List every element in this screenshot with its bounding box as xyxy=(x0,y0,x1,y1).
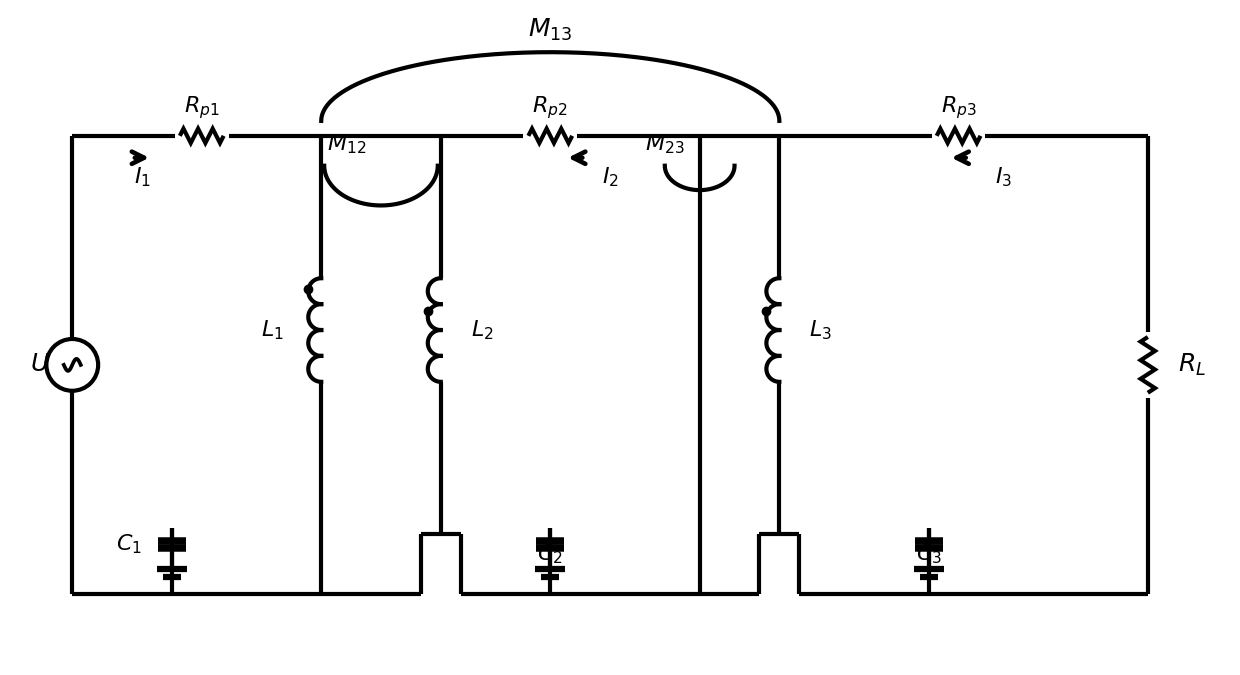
Text: $I_3$: $I_3$ xyxy=(994,166,1012,190)
Text: $L_3$: $L_3$ xyxy=(810,318,832,342)
Text: $L_1$: $L_1$ xyxy=(260,318,284,342)
Text: $M_{13}$: $M_{13}$ xyxy=(528,17,573,43)
Text: $M_{12}$: $M_{12}$ xyxy=(326,132,366,156)
Text: $I_1$: $I_1$ xyxy=(134,166,150,190)
Text: $R_{p2}$: $R_{p2}$ xyxy=(532,95,568,122)
Text: $I_2$: $I_2$ xyxy=(601,166,619,190)
Text: $R_{p3}$: $R_{p3}$ xyxy=(941,95,977,122)
Text: $M_{23}$: $M_{23}$ xyxy=(645,132,684,156)
Text: $U$: $U$ xyxy=(31,354,51,377)
Text: $R_L$: $R_L$ xyxy=(1178,352,1205,378)
Text: $L_2$: $L_2$ xyxy=(471,318,494,342)
Text: $C_3$: $C_3$ xyxy=(915,542,941,566)
Text: $C_1$: $C_1$ xyxy=(117,533,141,556)
Text: $C_2$: $C_2$ xyxy=(537,542,563,566)
Text: $R_{p1}$: $R_{p1}$ xyxy=(184,95,219,122)
